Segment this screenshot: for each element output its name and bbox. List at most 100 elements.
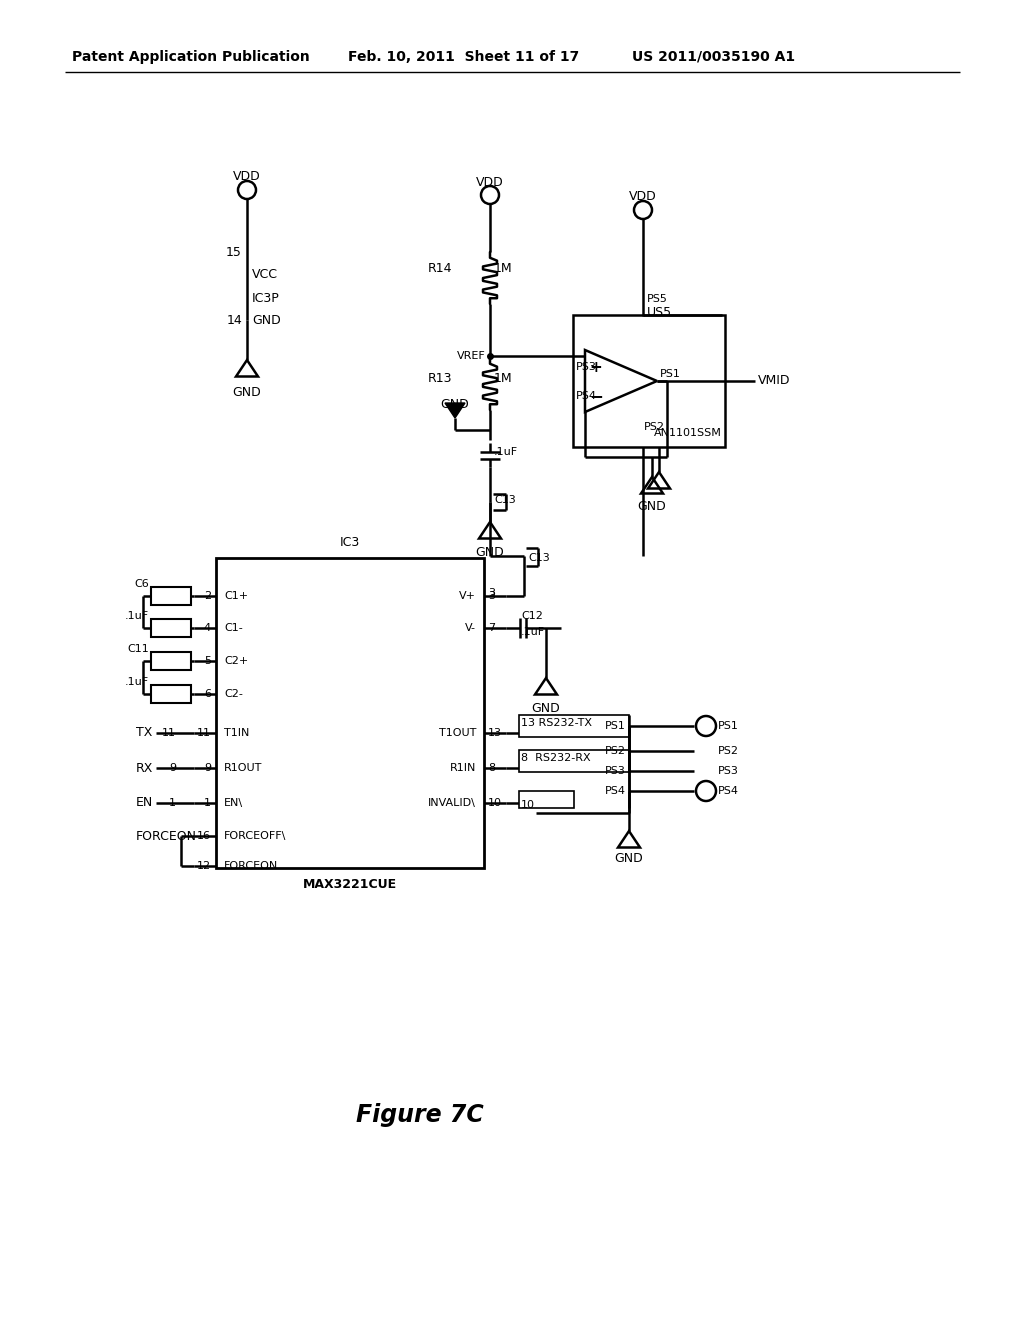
- Text: V+: V+: [459, 591, 476, 601]
- Text: .1uF: .1uF: [521, 627, 545, 638]
- Text: −: −: [589, 387, 603, 405]
- Text: VREF: VREF: [458, 351, 486, 360]
- Text: PS2: PS2: [605, 746, 626, 756]
- Text: GND: GND: [531, 701, 560, 714]
- Circle shape: [634, 201, 652, 219]
- Text: MAX3221CUE: MAX3221CUE: [303, 878, 397, 891]
- Text: GND: GND: [614, 853, 643, 866]
- Text: T1IN: T1IN: [224, 729, 250, 738]
- Text: PS5: PS5: [647, 294, 668, 304]
- Text: PS3: PS3: [575, 362, 597, 372]
- Text: FORCEOFF\: FORCEOFF\: [224, 832, 287, 841]
- Text: Feb. 10, 2011  Sheet 11 of 17: Feb. 10, 2011 Sheet 11 of 17: [348, 50, 580, 63]
- Text: GND: GND: [232, 385, 261, 399]
- Text: GND: GND: [475, 545, 505, 558]
- Text: US5: US5: [647, 305, 672, 318]
- Text: RX: RX: [136, 762, 154, 775]
- Polygon shape: [445, 403, 465, 418]
- Text: C1+: C1+: [224, 591, 248, 601]
- Text: FORCEON: FORCEON: [136, 829, 197, 842]
- Text: 7: 7: [488, 623, 496, 634]
- Text: 14: 14: [226, 314, 242, 326]
- Bar: [216, 558, 484, 869]
- Text: T1OUT: T1OUT: [438, 729, 476, 738]
- Text: FORCEON: FORCEON: [224, 861, 279, 871]
- Text: VDD: VDD: [476, 176, 504, 189]
- Text: PS1: PS1: [718, 721, 739, 731]
- Text: VMID: VMID: [758, 375, 791, 388]
- Text: 3: 3: [488, 591, 495, 601]
- Text: R1OUT: R1OUT: [224, 763, 262, 774]
- Text: 1: 1: [169, 799, 176, 808]
- Text: PS4: PS4: [718, 785, 739, 796]
- Text: 10: 10: [521, 800, 535, 810]
- Circle shape: [238, 181, 256, 199]
- Text: 11: 11: [197, 729, 211, 738]
- Text: VCC: VCC: [252, 268, 278, 281]
- Text: GND: GND: [252, 314, 281, 326]
- Text: V-: V-: [465, 623, 476, 634]
- Bar: [519, 715, 629, 737]
- Text: 11: 11: [162, 729, 176, 738]
- Text: 12: 12: [197, 861, 211, 871]
- Bar: [151, 652, 191, 671]
- Text: AN1101SSM: AN1101SSM: [654, 428, 722, 438]
- Bar: [573, 315, 725, 447]
- Text: C13: C13: [494, 495, 516, 506]
- Text: PS2: PS2: [644, 422, 665, 432]
- Text: 1M: 1M: [494, 371, 513, 384]
- Bar: [519, 791, 574, 808]
- Text: TX: TX: [136, 726, 153, 739]
- Circle shape: [696, 715, 716, 737]
- Text: 13: 13: [488, 729, 502, 738]
- Circle shape: [481, 186, 499, 205]
- Text: 1M: 1M: [494, 261, 513, 275]
- Text: 5: 5: [204, 656, 211, 667]
- Text: .1uF: .1uF: [494, 447, 518, 457]
- Polygon shape: [585, 350, 657, 412]
- Text: 1: 1: [204, 799, 211, 808]
- Text: GND: GND: [440, 397, 469, 411]
- Text: 8: 8: [488, 763, 496, 774]
- Text: US 2011/0035190 A1: US 2011/0035190 A1: [632, 50, 795, 63]
- Text: 6: 6: [204, 689, 211, 700]
- Text: PS4: PS4: [575, 391, 597, 401]
- Text: C6: C6: [134, 579, 150, 589]
- Text: EN: EN: [136, 796, 154, 809]
- Text: IC3: IC3: [340, 536, 360, 549]
- Text: 4: 4: [204, 623, 211, 634]
- Text: C13: C13: [528, 553, 550, 564]
- Text: VDD: VDD: [629, 190, 656, 203]
- Text: 8  RS232-RX: 8 RS232-RX: [521, 752, 591, 763]
- Text: C1-: C1-: [224, 623, 243, 634]
- Bar: [151, 587, 191, 605]
- Text: C11: C11: [127, 644, 150, 653]
- Text: Figure 7C: Figure 7C: [356, 1104, 484, 1127]
- Text: INVALID\: INVALID\: [428, 799, 476, 808]
- Bar: [519, 750, 629, 772]
- Text: GND: GND: [638, 500, 667, 513]
- Text: 16: 16: [197, 832, 211, 841]
- Text: 3: 3: [488, 587, 495, 598]
- Bar: [151, 685, 191, 704]
- Text: C2-: C2-: [224, 689, 243, 700]
- Text: C2+: C2+: [224, 656, 248, 667]
- Text: 2: 2: [204, 591, 211, 601]
- Text: VDD: VDD: [233, 170, 261, 183]
- Text: C12: C12: [521, 611, 543, 620]
- Text: R14: R14: [427, 261, 452, 275]
- Text: Patent Application Publication: Patent Application Publication: [72, 50, 309, 63]
- Text: 15: 15: [226, 247, 242, 260]
- Text: .1uF: .1uF: [125, 611, 150, 620]
- Bar: [151, 619, 191, 638]
- Text: .1uF: .1uF: [125, 677, 150, 686]
- Text: IC3P: IC3P: [252, 292, 280, 305]
- Text: PS1: PS1: [660, 370, 681, 379]
- Text: R13: R13: [427, 371, 452, 384]
- Text: 9: 9: [204, 763, 211, 774]
- Text: PS1: PS1: [605, 721, 626, 731]
- Text: 13 RS232-TX: 13 RS232-TX: [521, 718, 592, 729]
- Text: PS3: PS3: [605, 766, 626, 776]
- Text: EN\: EN\: [224, 799, 243, 808]
- Text: PS3: PS3: [718, 766, 739, 776]
